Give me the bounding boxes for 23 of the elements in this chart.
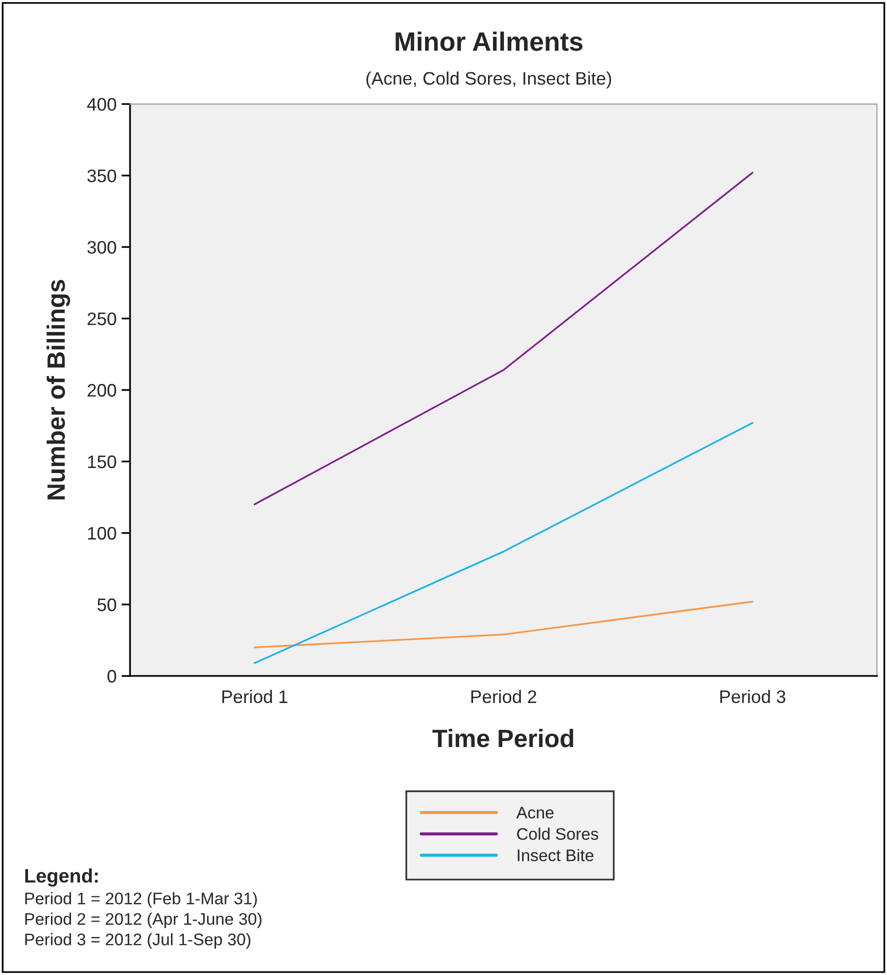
- y-tick-label: 0: [108, 670, 116, 683]
- text: Period 3 = 2012 (Jul 1-Sep 30): [25, 933, 250, 949]
- x-tick-label: Period 2: [471, 690, 536, 704]
- text: Legend:: [25, 868, 98, 887]
- y-axis-title: Number of Billings: [46, 280, 70, 500]
- x-tick-label: Period 3: [720, 690, 786, 704]
- x-tick-label: Period 1: [222, 690, 288, 704]
- y-tick-label: 250: [88, 312, 116, 326]
- y-tick-label: 350: [87, 169, 116, 182]
- y-tick-label: 150: [88, 455, 116, 468]
- y-tick-label: 100: [88, 526, 116, 540]
- legend-label: Cold Sores: [517, 828, 598, 840]
- legend-label: Acne: [516, 806, 554, 818]
- y-tick-label: 50: [97, 598, 116, 612]
- x-axis-title: Time Period: [432, 728, 574, 748]
- y-tick-label: 200: [88, 384, 116, 397]
- chart-subtitle: (Acne, Cold Sores, Insect Bite): [366, 72, 612, 88]
- legend-label: Insect Bite: [518, 849, 594, 862]
- text: Period 2 = 2012 (Apr 1-June 30): [25, 912, 262, 928]
- y-tick-label: 300: [87, 240, 116, 254]
- text: Period 1 = 2012 (Feb 1-Mar 31): [25, 892, 257, 908]
- chart-title: Minor Ailments: [396, 32, 582, 51]
- y-tick-label: 400: [87, 98, 116, 111]
